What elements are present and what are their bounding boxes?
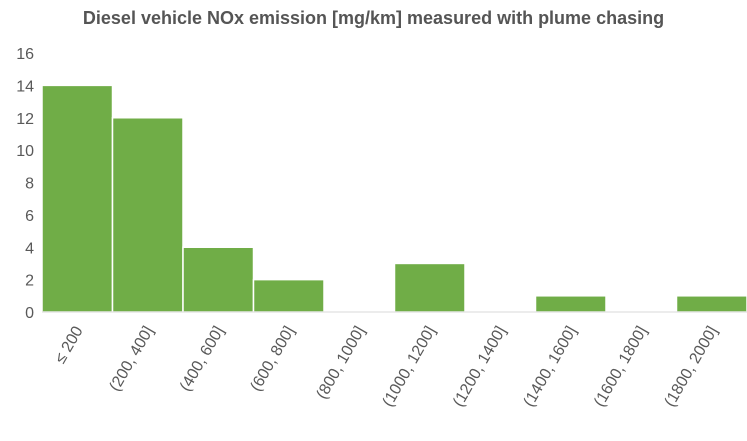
x-tick-label: (1400, 1600] [521, 324, 581, 410]
bar [41, 84, 114, 313]
y-tick-label: 6 [25, 208, 34, 225]
bar [182, 246, 255, 313]
y-tick-label: 16 [16, 46, 34, 63]
y-tick-label: 8 [25, 176, 34, 193]
x-tick-label: (200, 400] [106, 324, 157, 395]
x-tick-label: (1000, 1200] [380, 324, 440, 410]
x-tick-label: (1800, 2000] [662, 324, 722, 410]
y-tick-label: 2 [25, 273, 34, 290]
bar [534, 295, 607, 313]
x-tick-label: (800, 1000] [314, 324, 369, 403]
x-tick-label: (1200, 1400] [450, 324, 510, 410]
y-tick-label: 12 [16, 111, 34, 128]
bar [675, 295, 747, 313]
x-axis: ≤ 200 (200, 400] (400, 600] (600, 800] (800,… [52, 323, 721, 409]
bars [41, 84, 747, 313]
x-tick-label: ≤ 200 [52, 323, 87, 366]
y-tick-label: 10 [16, 143, 34, 160]
y-tick-label: 0 [25, 305, 34, 322]
bar [393, 262, 466, 313]
y-tick-label: 14 [16, 78, 34, 95]
x-tick-label: (1600, 1800] [591, 324, 651, 410]
x-tick-label: (400, 600] [177, 324, 228, 395]
y-axis: 0 2 4 6 8 10 12 14 16 [16, 46, 34, 322]
x-tick-label: (600, 800] [247, 324, 298, 395]
bar [252, 278, 325, 313]
bar [111, 117, 184, 313]
chart-title: Diesel vehicle NOx emission [mg/km] meas… [82, 8, 665, 28]
y-tick-label: 4 [25, 240, 34, 257]
